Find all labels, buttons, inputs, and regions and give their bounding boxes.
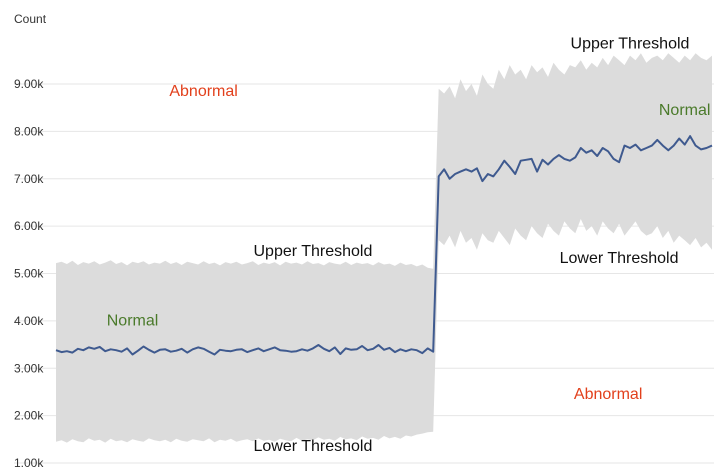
y-tick-label: 8.00k [14,124,44,138]
chart-annotation: Normal [659,102,711,119]
y-tick-label: 9.00k [14,77,44,91]
y-tick-label: 5.00k [14,267,44,281]
y-tick-label: 4.00k [14,314,44,328]
chart-annotation: Lower Threshold [253,438,372,455]
chart-annotation: Abnormal [574,386,642,403]
count-series-line [55,135,713,356]
chart-annotation: Upper Threshold [253,243,372,260]
chart-annotation: Normal [107,313,159,330]
chart-annotation: Abnormal [169,83,237,100]
threshold-band [56,53,712,443]
chart-annotation: Lower Threshold [560,250,679,267]
annotations: Upper Threshold Abnormal Normal Upper Thres… [107,35,711,455]
y-axis-tick-labels: 1.00k 2.00k 3.00k 4.00k 5.00k 6.00k 7.00k 8.00k… [14,77,44,468]
chart-annotation: Upper Threshold [571,35,690,52]
y-tick-label: 7.00k [14,172,44,186]
y-tick-label: 1.00k [14,456,44,468]
y-axis-title: Count [14,12,47,26]
y-tick-label: 2.00k [14,409,44,423]
y-tick-label: 3.00k [14,361,44,375]
y-tick-label: 6.00k [14,219,44,233]
